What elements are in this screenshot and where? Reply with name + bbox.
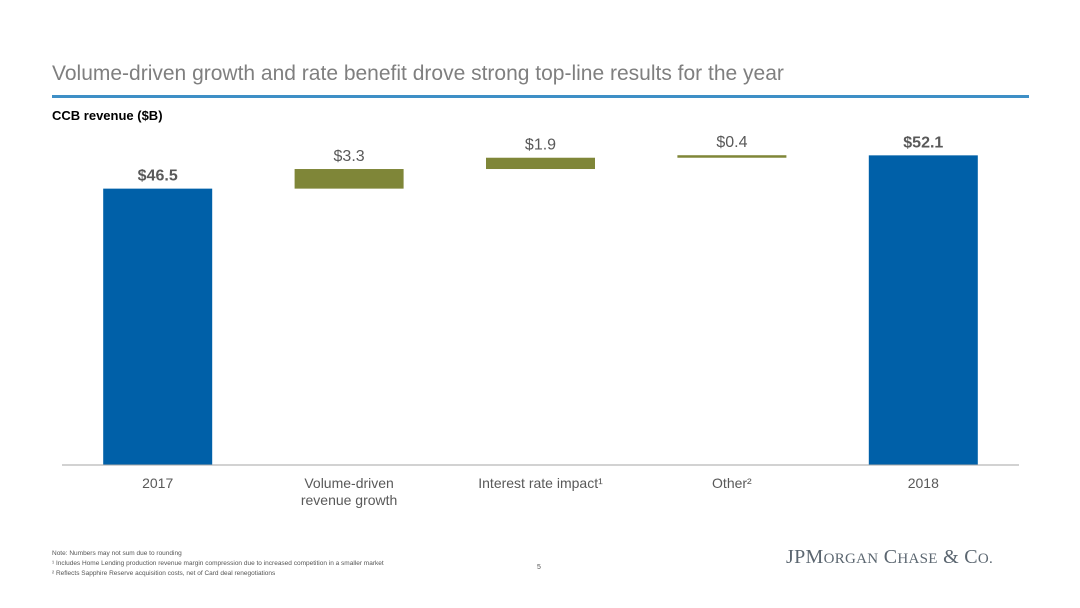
data-label-2: $3.3 [334, 148, 365, 165]
footnotes: Note: Numbers may not sum due to roundin… [52, 549, 384, 579]
waterfall-chart: $46.5 2017 $3.3 Volume-driven revenue growth… [62, 134, 1019, 508]
title-rule [52, 95, 1029, 98]
page-title: Volume-driven growth and rate benefit dr… [52, 62, 784, 85]
bar-1 [103, 188, 213, 465]
footnote-1: ¹ Includes Home Lending production reven… [52, 560, 384, 567]
bar-5 [868, 155, 978, 465]
category-label-1: 2017 [142, 475, 173, 491]
data-label-1: $46.5 [138, 168, 178, 185]
chart-subtitle: CCB revenue ($B) [52, 108, 163, 123]
page-number: 5 [537, 564, 541, 571]
company-logo: JPMORGAN CHASE & CO. [786, 546, 994, 568]
data-label-4: $0.4 [716, 134, 747, 151]
footnote-note: Note: Numbers may not sum due to roundin… [52, 550, 182, 557]
data-label-3: $1.9 [525, 137, 556, 154]
bar-2 [294, 169, 404, 189]
category-label-5: 2018 [908, 475, 939, 491]
footnote-2: ² Reflects Sapphire Reserve acquisition … [52, 570, 276, 577]
category-label-4: Other² [712, 475, 752, 491]
bar-4 [677, 155, 787, 158]
bar-3 [486, 157, 595, 170]
category-label-2: Volume-driven revenue growth [301, 475, 398, 508]
category-label-3: Interest rate impact¹ [478, 475, 603, 491]
data-label-5: $52.1 [903, 134, 943, 151]
